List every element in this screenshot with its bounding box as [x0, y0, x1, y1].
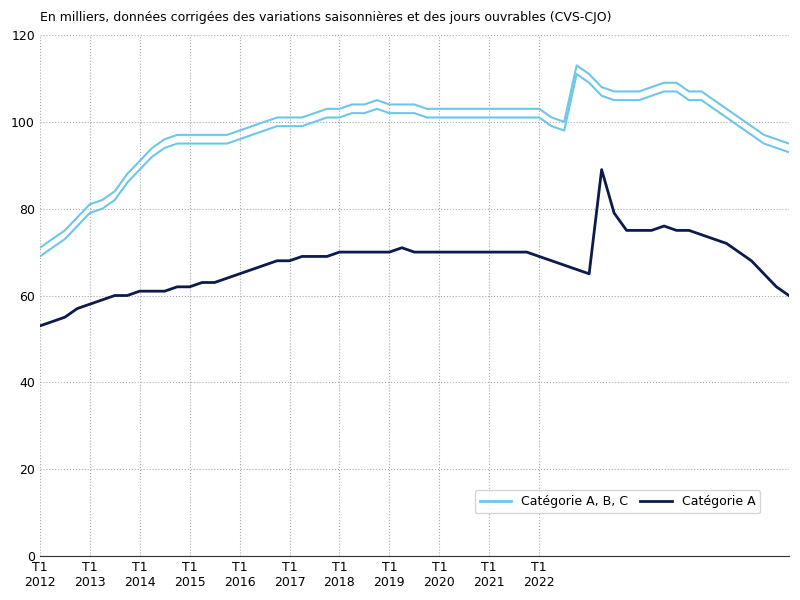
Text: En milliers, données corrigées des variations saisonnières et des jours ouvrable: En milliers, données corrigées des varia…: [40, 11, 611, 24]
Legend: Catégorie A, B, C, Catégorie A: Catégorie A, B, C, Catégorie A: [474, 490, 760, 514]
